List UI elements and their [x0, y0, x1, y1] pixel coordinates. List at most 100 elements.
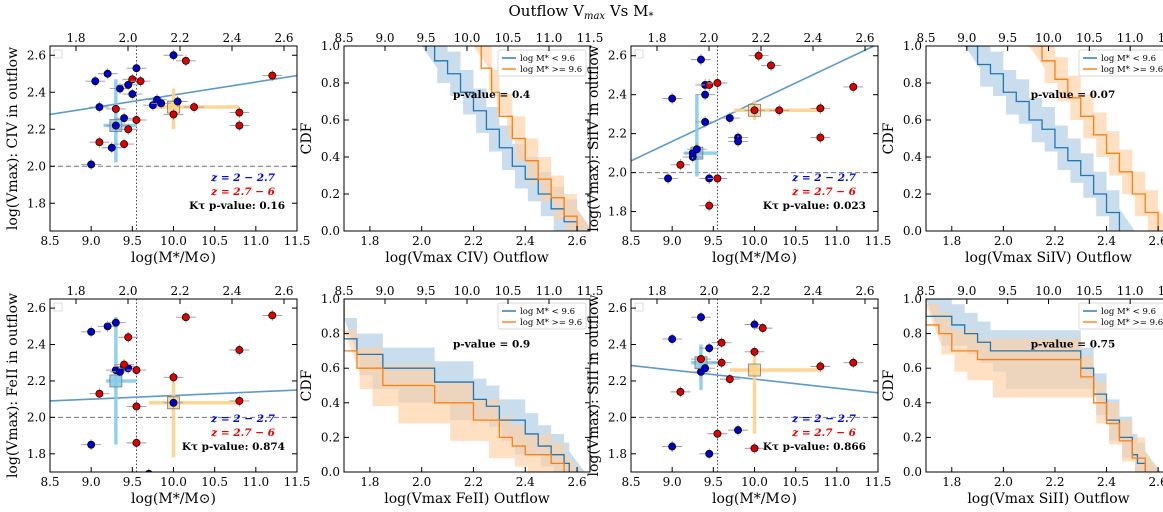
data-point-blue	[111, 121, 120, 130]
data-point-red	[754, 51, 763, 60]
p-value-label: p-value = 0.4	[453, 89, 530, 101]
x-axis-label: log(M*/M⊙)	[131, 491, 216, 507]
data-point-red	[235, 346, 244, 354]
panel-scatter-siii: z = 2 − 2.7 z = 2.7 − 6 Kτ p-value: 0.866 8…	[586, 284, 891, 507]
x-tick-label: 11.0	[823, 475, 850, 489]
data-point-blue	[87, 440, 96, 449]
x-tick-label: 2.4	[516, 234, 535, 248]
data-point-blue	[111, 318, 120, 327]
data-point-red	[169, 373, 178, 382]
data-point-red	[717, 358, 726, 367]
top-tick-label: 9.5	[416, 284, 435, 298]
data-point-blue	[701, 90, 710, 99]
data-point-red	[132, 438, 141, 447]
y-axis-label: log(Vmax): CIV in outflow	[5, 47, 21, 230]
data-point-blue	[692, 145, 701, 154]
data-point-red	[750, 444, 759, 453]
top-tick-label: 9.0	[957, 284, 976, 298]
p-value-label: p-value = 0.07	[1031, 89, 1116, 101]
y-tick-label: 0.4	[321, 396, 340, 410]
data-point-red	[132, 366, 141, 374]
legend-label-low: log M* < 9.6	[520, 54, 575, 64]
top-tick-label: 2.2	[751, 284, 770, 298]
data-point-red	[235, 108, 244, 117]
y-axis-label: log(Vmax): SiIV in outflow	[586, 45, 602, 232]
data-point-red	[124, 333, 133, 342]
y-tick-label: 0.2	[903, 430, 922, 444]
x-tick-label: 9.5	[704, 475, 723, 489]
cdf-line-high	[926, 299, 1146, 472]
legend-z-low: z = 2 − 2.7	[791, 172, 856, 184]
legend-label-high: log M* >= 9.6	[520, 65, 582, 75]
x-tick-label: 11.0	[242, 234, 269, 248]
x-tick-label: 8.5	[621, 475, 640, 489]
y-tick-label: 1.0	[903, 39, 922, 53]
y-tick-label: 0.8	[903, 327, 922, 341]
top-tick-label: 8.5	[916, 284, 935, 298]
top-tick-label: 10.5	[495, 31, 522, 45]
x-tick-label: 8.5	[40, 475, 59, 489]
legend-box	[634, 49, 644, 59]
cdf-band-high	[344, 330, 580, 472]
data-point-blue	[132, 64, 141, 73]
panel-scatter-civ: z = 2 − 2.7 z = 2.7 − 6 Kτ p-value: 0.16 8.…	[5, 31, 310, 266]
x-tick-label: 8.5	[621, 234, 640, 248]
x-tick-label: 10.5	[782, 475, 809, 489]
data-point-red	[169, 110, 178, 119]
data-point-red	[235, 121, 244, 130]
top-tick-label: 9.5	[998, 284, 1017, 298]
top-tick-label: 2.4	[222, 31, 241, 45]
x-tick-label: 9.0	[82, 475, 101, 489]
data-point-blue	[701, 117, 710, 126]
y-tick-label: 0.0	[321, 465, 340, 479]
top-tick-label: 10.0	[1035, 31, 1062, 45]
x-tick-label: 2.4	[516, 475, 535, 489]
data-point-red	[849, 358, 858, 367]
x-tick-label: 2.0	[412, 234, 431, 248]
top-tick-label: 2.0	[699, 284, 718, 298]
cdf-line-low	[926, 299, 1146, 472]
top-tick-label: 1.8	[66, 31, 85, 45]
data-point-blue	[169, 51, 178, 60]
top-tick-label: 10.0	[454, 284, 481, 298]
legend-label-high: log M* >= 9.6	[1101, 318, 1163, 328]
x-tick-label: 10.5	[201, 475, 228, 489]
top-tick-label: 2.4	[803, 31, 822, 45]
cdf-line-low	[964, 46, 1121, 231]
top-tick-label: 11.5	[577, 31, 604, 45]
data-point-blue	[128, 90, 137, 99]
data-point-red	[132, 116, 141, 124]
y-tick-label: 0.4	[903, 150, 922, 164]
x-tick-label: 10.0	[741, 475, 768, 489]
y-tick-label: 0.0	[321, 224, 340, 238]
x-tick-label: 1.8	[360, 234, 379, 248]
data-point-blue	[697, 55, 705, 64]
data-point-blue	[173, 97, 182, 106]
y-tick-label: 2.6	[608, 301, 627, 315]
data-point-red	[128, 75, 137, 84]
x-tick-label: 2.2	[464, 475, 483, 489]
data-point-red	[136, 77, 145, 86]
y-tick-label: 0.0	[903, 465, 922, 479]
data-point-blue	[668, 442, 677, 451]
top-tick-label: 2.4	[803, 284, 822, 298]
x-tick-label: 2.0	[994, 475, 1013, 489]
data-point-red	[95, 389, 104, 398]
data-point-red	[190, 103, 199, 112]
cdf-legend	[497, 49, 587, 77]
top-tick-label: 2.0	[118, 31, 137, 45]
top-tick-label: 9.5	[416, 31, 435, 45]
data-point-red	[717, 338, 726, 347]
legend-label-high: log M* >= 9.6	[520, 318, 582, 328]
figure-title: Outflow Vmax Vs M*	[509, 2, 654, 22]
data-point-blue	[124, 80, 133, 89]
cdf-line-high	[1029, 46, 1159, 231]
x-tick-label: 2.6	[568, 234, 587, 248]
legend-label-low: log M* < 9.6	[520, 307, 575, 317]
data-point-blue	[95, 103, 104, 112]
data-point-red	[705, 80, 714, 89]
top-tick-label: 10.5	[495, 284, 522, 298]
y-axis-label: CDF	[881, 122, 897, 154]
data-point-blue	[87, 160, 96, 169]
